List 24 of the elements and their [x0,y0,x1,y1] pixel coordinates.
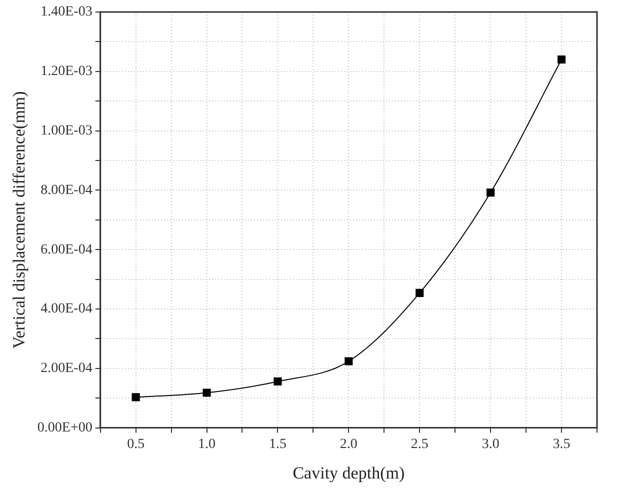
y-tick-label: 1.40E-03 [40,4,92,20]
y-tick-label: 1.20E-03 [40,64,92,80]
point [557,55,566,64]
y-axis-title: Vertical displacement difference(mm) [10,91,29,349]
x-tick-label: 2.5 [410,436,428,452]
point [202,388,211,397]
y-tick-label: 0.00E+00 [37,420,92,436]
point [486,188,495,197]
x-tick-label: 1.0 [198,436,216,452]
point [416,288,424,297]
x-tick-label: 3.0 [482,436,500,452]
y-tick-label: 1.00E-03 [40,123,92,138]
x-tick-label: 3.5 [552,436,570,452]
x-tick-label: 2.0 [340,436,358,452]
x-axis-title: Cavity depth(m) [292,463,405,482]
point [344,357,353,366]
point [132,393,140,402]
x-tick-label: 1.5 [268,436,286,452]
y-tick-label: 8.00E-04 [40,182,92,198]
point [274,377,282,386]
x-tick-label: 0.5 [127,436,145,452]
y-tick-label: 4.00E-04 [40,302,92,317]
y-tick-label: 2.00E-04 [40,361,92,376]
y-tick-label: 6.00E-04 [40,242,92,258]
